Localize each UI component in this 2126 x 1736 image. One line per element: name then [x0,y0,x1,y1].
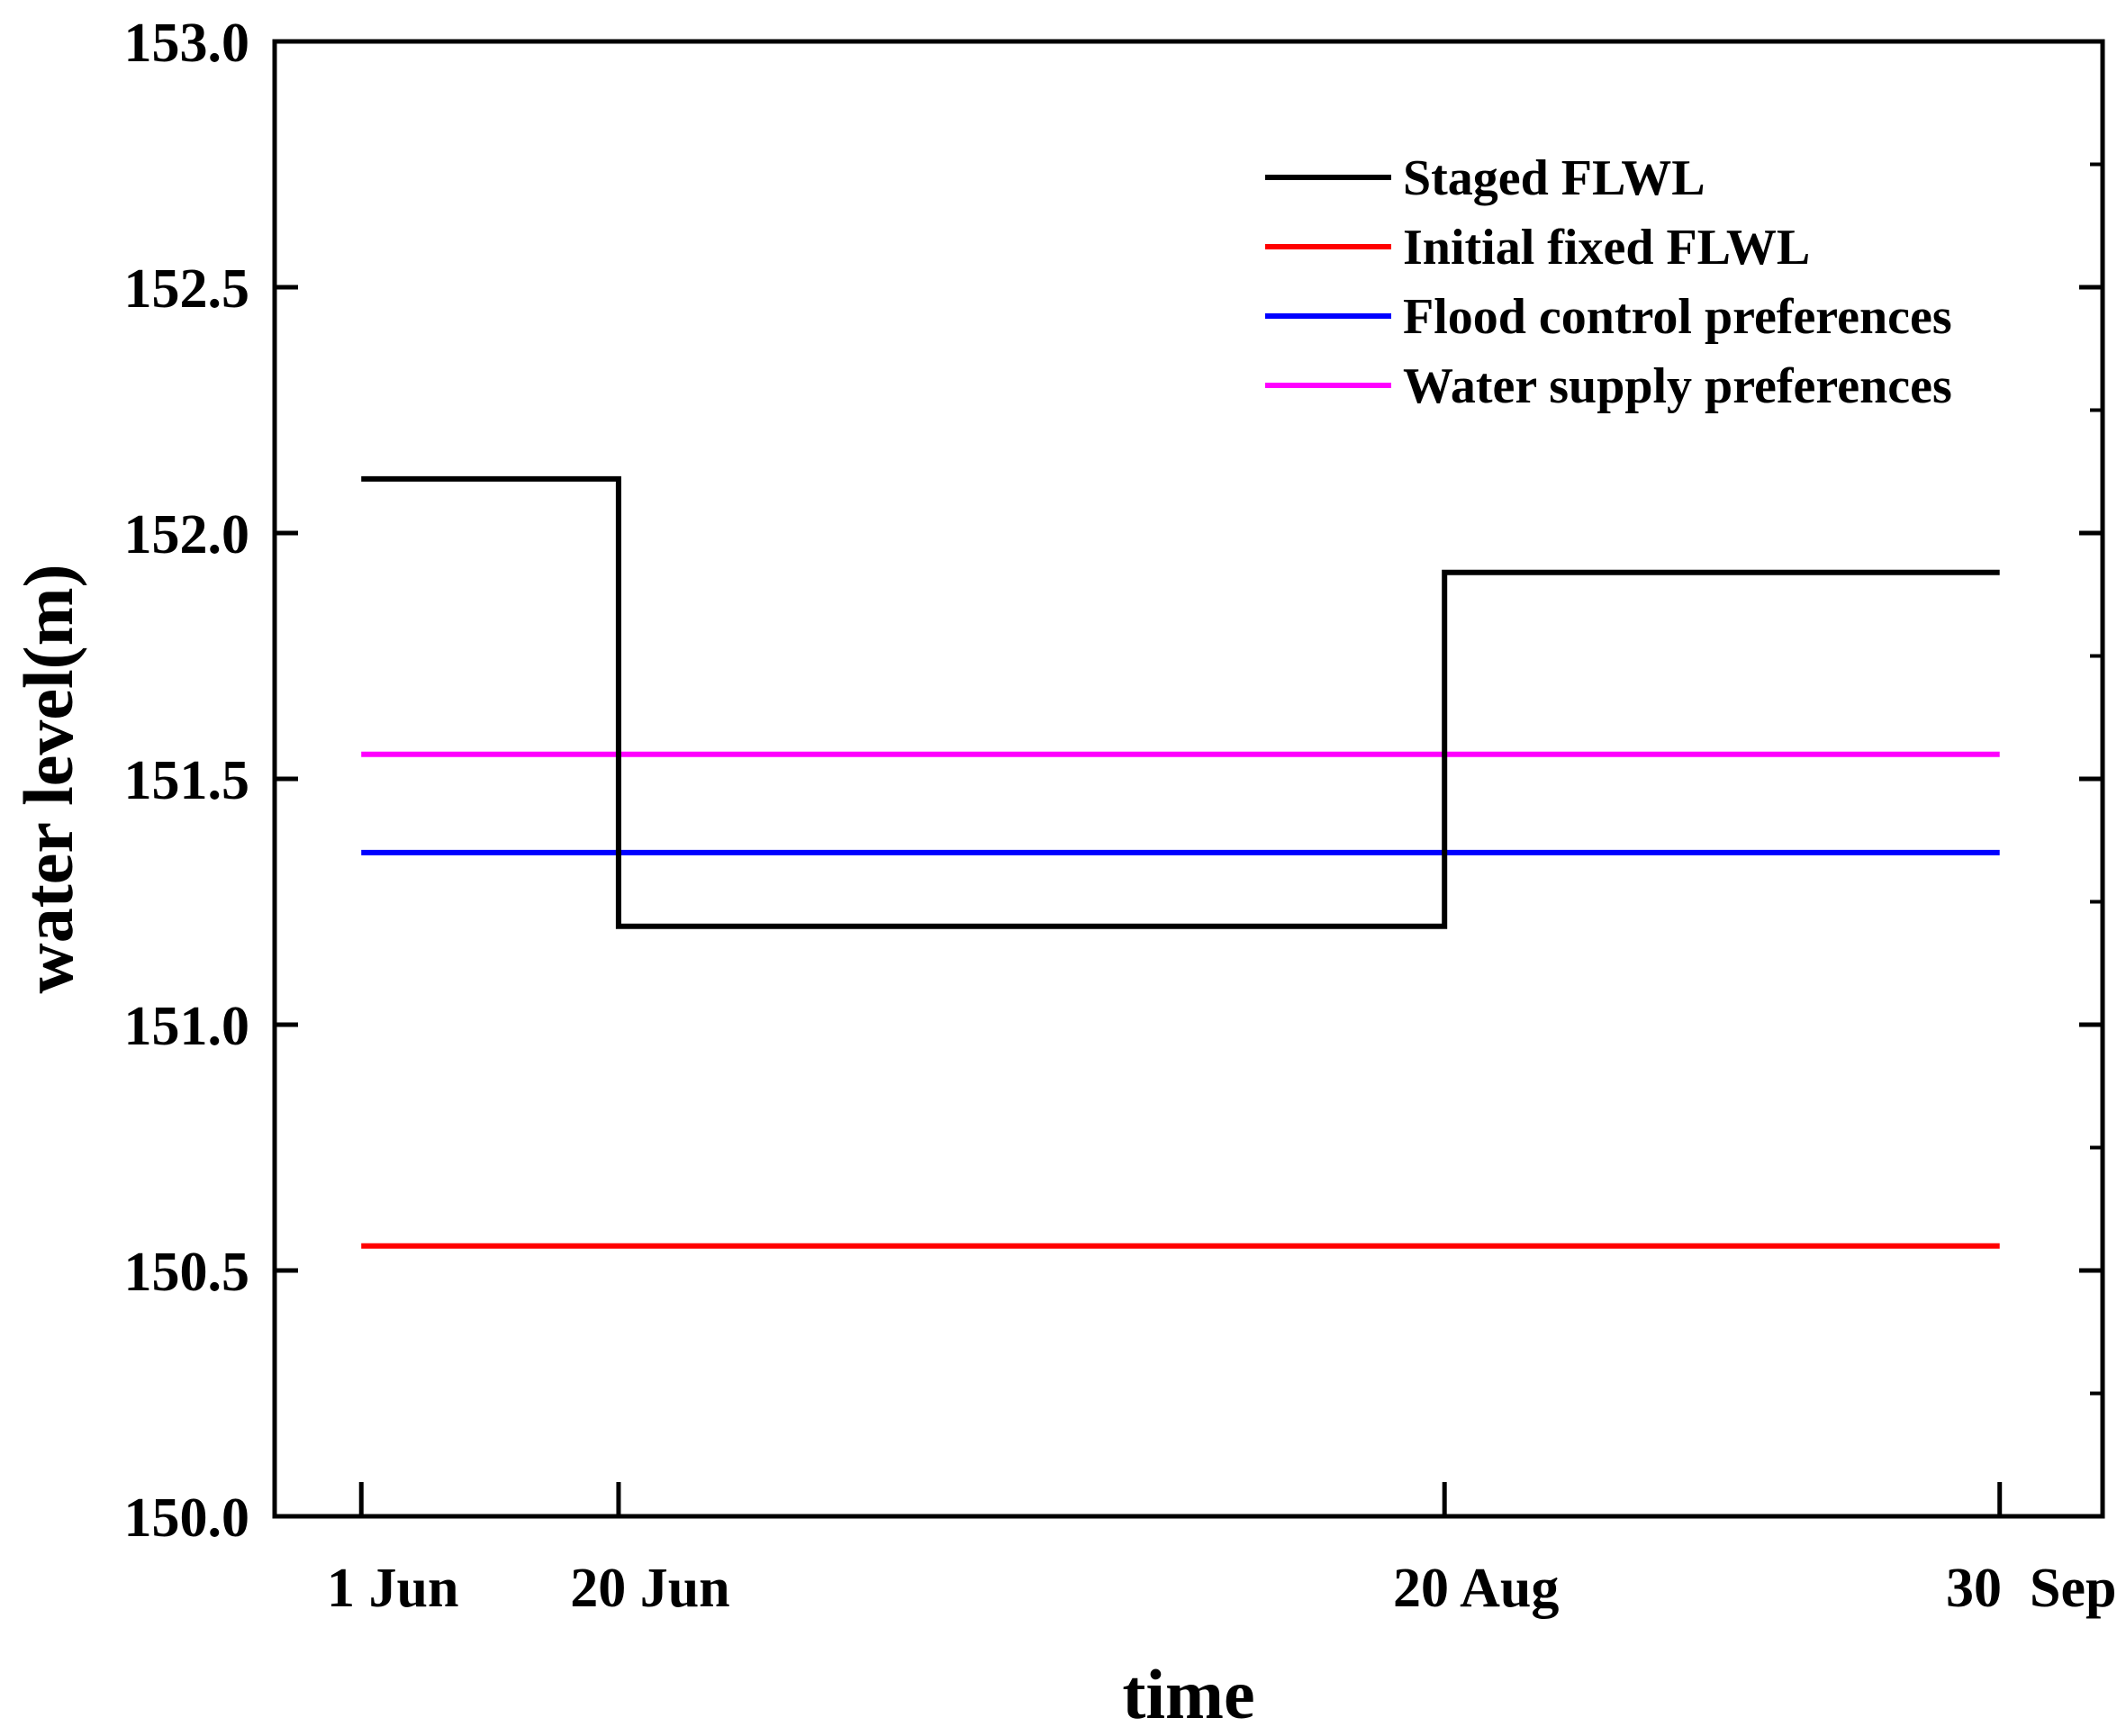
legend-label: Initial fixed FLWL [1403,220,1810,276]
y-tick-label: 151.5 [124,750,250,811]
y-tick-label: 151.0 [124,996,250,1057]
x-axis: 1 Jun 20 Jun 20 Aug 30 Sep [327,1482,2116,1619]
x-tick-label: 20 Aug [1393,1558,1559,1619]
y-tick-label: 153.0 [124,13,250,74]
y-tick-label: 150.0 [124,1487,250,1549]
legend-label: Flood control preferences [1403,289,1952,345]
y-axis: 150.0 150.5 151.0 151.5 152.0 152.5 153.0 [124,13,2103,1549]
y-axis-title: water level(m) [9,564,87,993]
x-tick-label: 20 Jun [570,1558,729,1619]
y-tick-label: 152.5 [124,258,250,320]
y-tick-label: 150.5 [124,1242,250,1303]
x-axis-title: time [1122,1655,1254,1733]
legend: Staged FLWL Initial fixed FLWL Flood contr… [1265,150,1952,414]
y-tick-label: 152.0 [124,504,250,565]
x-tick-label: 1 Jun [327,1558,458,1619]
x-tick-label: 30 Sep [1946,1558,2116,1619]
series-layer [361,475,2000,1249]
plot-frame [272,39,2105,1519]
legend-label: Staged FLWL [1403,150,1705,206]
legend-label: Water supply preferences [1403,358,1952,414]
series-line-staged-flwl [361,475,2000,929]
